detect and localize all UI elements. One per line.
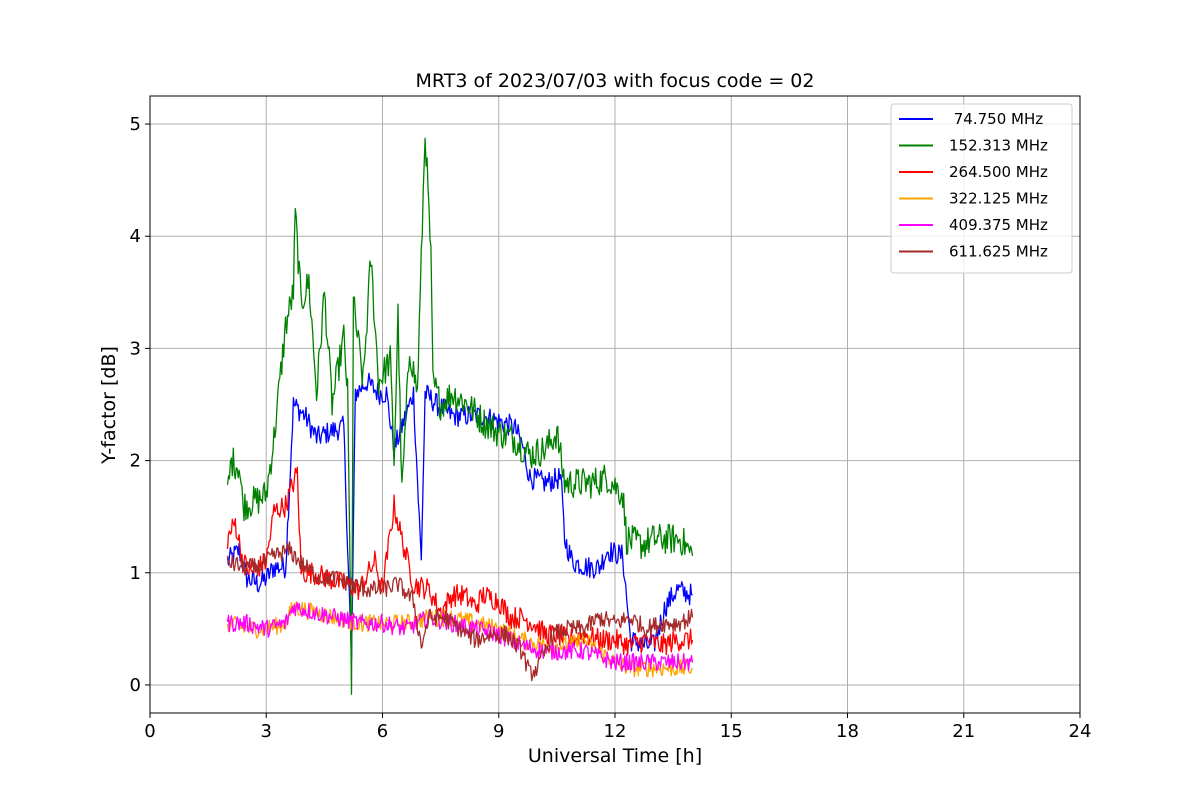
y-axis: 0 1 2 3 4 5 [130, 114, 150, 696]
chart-title: MRT3 of 2023/07/03 with focus code = 02 [416, 70, 815, 92]
x-tick-label: 15 [720, 721, 743, 742]
legend-label: 152.313 MHz [949, 137, 1048, 155]
legend-label: 74.750 MHz [949, 110, 1043, 128]
y-tick-label: 3 [130, 338, 141, 359]
x-tick-label: 18 [836, 721, 859, 742]
y-tick-label: 1 [130, 563, 141, 584]
x-tick-label: 3 [261, 721, 272, 742]
series-line-3 [226, 466, 694, 656]
legend-label: 322.125 MHz [949, 190, 1048, 208]
x-tick-label: 6 [377, 721, 388, 742]
y-tick-label: 4 [130, 226, 141, 247]
y-tick-label: 2 [130, 451, 141, 472]
legend-label: 611.625 MHz [949, 243, 1048, 261]
legend-box [890, 103, 1073, 274]
x-tick-label: 12 [604, 721, 627, 742]
series-line-2 [226, 137, 694, 695]
x-tick-label: 21 [952, 721, 975, 742]
series-line-4 [226, 600, 694, 678]
legend-label: 264.500 MHz [949, 163, 1048, 181]
x-axis-label: Universal Time [h] [528, 745, 702, 767]
x-axis: 0 3 6 9 12 15 18 21 24 [144, 713, 1091, 742]
x-tick-label: 0 [144, 721, 155, 742]
x-tick-label: 9 [493, 721, 504, 742]
legend-label: 409.375 MHz [949, 216, 1048, 234]
legend: 74.750 MHz 152.313 MHz 264.500 MHz 322.125 … [890, 103, 1073, 274]
y-tick-label: 5 [130, 114, 141, 135]
plot-area [226, 137, 694, 695]
series-line-6 [226, 541, 694, 682]
series-line-1 [226, 372, 693, 660]
y-axis-label: Y-factor [dB] [98, 346, 120, 465]
x-tick-label: 24 [1069, 721, 1092, 742]
y-tick-label: 0 [130, 675, 141, 696]
